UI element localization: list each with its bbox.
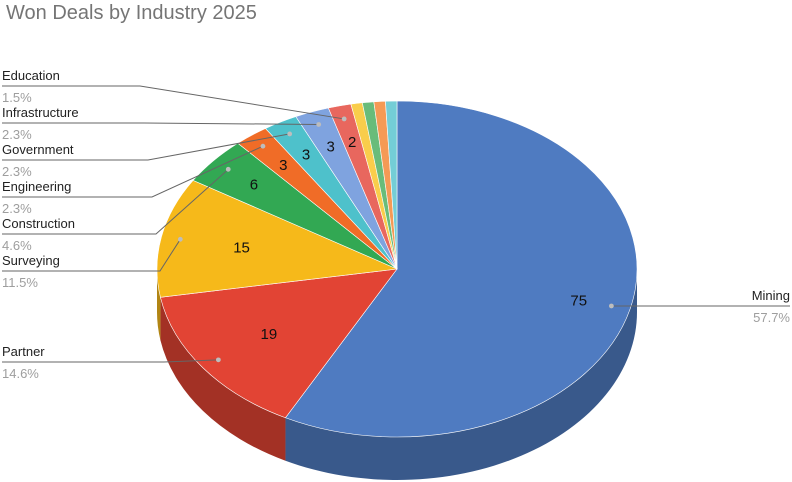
leader-line-engineering (2, 145, 264, 198)
pie-depth-layer (157, 269, 637, 481)
leader-line-infrastructure (2, 122, 319, 125)
category-label-education: Education (2, 68, 60, 83)
leader-dot-construction (225, 166, 231, 172)
percent-label-partner: 14.6% (2, 366, 39, 381)
leader-dot-infrastructure (316, 122, 322, 127)
category-label-engineering: Engineering (2, 179, 71, 194)
value-label-government: 3 (302, 146, 310, 163)
leader-line-surveying (2, 239, 181, 272)
slice-side-surveying (157, 269, 161, 341)
category-label-layer: Education1.5%Infrastructure2.3%Governmen… (2, 68, 790, 381)
percent-label-education: 1.5% (2, 90, 32, 105)
leader-line-construction (2, 168, 229, 235)
value-label-construction: 6 (250, 176, 258, 193)
value-label-surveying: 15 (233, 240, 250, 257)
leader-line-partner (2, 359, 219, 363)
leader-line-education (2, 85, 345, 120)
percent-label-construction: 4.6% (2, 238, 32, 253)
leader-dot-surveying (177, 236, 183, 242)
percent-label-surveying: 11.5% (2, 275, 38, 290)
category-label-infrastructure: Infrastructure (2, 105, 79, 120)
slice-side-partner (160, 297, 286, 461)
category-label-mining: Mining (752, 288, 790, 303)
leader-line-government (2, 133, 290, 161)
pie-slice-layer (156, 100, 638, 438)
category-label-surveying: Surveying (2, 253, 60, 268)
chart-title: Won Deals by Industry 2025 (6, 2, 257, 24)
percent-label-government: 2.3% (2, 164, 32, 179)
slice-other-11 (385, 100, 398, 270)
value-label-engineering: 3 (279, 157, 287, 174)
category-label-partner: Partner (2, 344, 45, 359)
leader-dot-education (341, 116, 347, 122)
leader-dot-mining (608, 303, 614, 309)
value-label-mining: 75 (570, 292, 587, 309)
leader-dot-partner (215, 357, 221, 363)
category-label-construction: Construction (2, 216, 75, 231)
leader-line-layer (2, 85, 790, 363)
slice-side-mining (285, 269, 637, 481)
leader-dot-government (287, 131, 293, 137)
value-label-education: 2 (348, 134, 356, 151)
value-label-infrastructure: 3 (326, 138, 334, 155)
category-label-government: Government (2, 142, 74, 157)
percent-label-engineering: 2.3% (2, 201, 32, 216)
slice-mining (284, 100, 638, 438)
percent-label-mining: 57.7% (753, 310, 790, 325)
leader-dot-engineering (260, 143, 266, 149)
slice-surveying (156, 179, 399, 298)
value-label-partner: 19 (261, 326, 278, 343)
slice-partner (160, 268, 398, 419)
percent-label-infrastructure: 2.3% (2, 127, 32, 142)
